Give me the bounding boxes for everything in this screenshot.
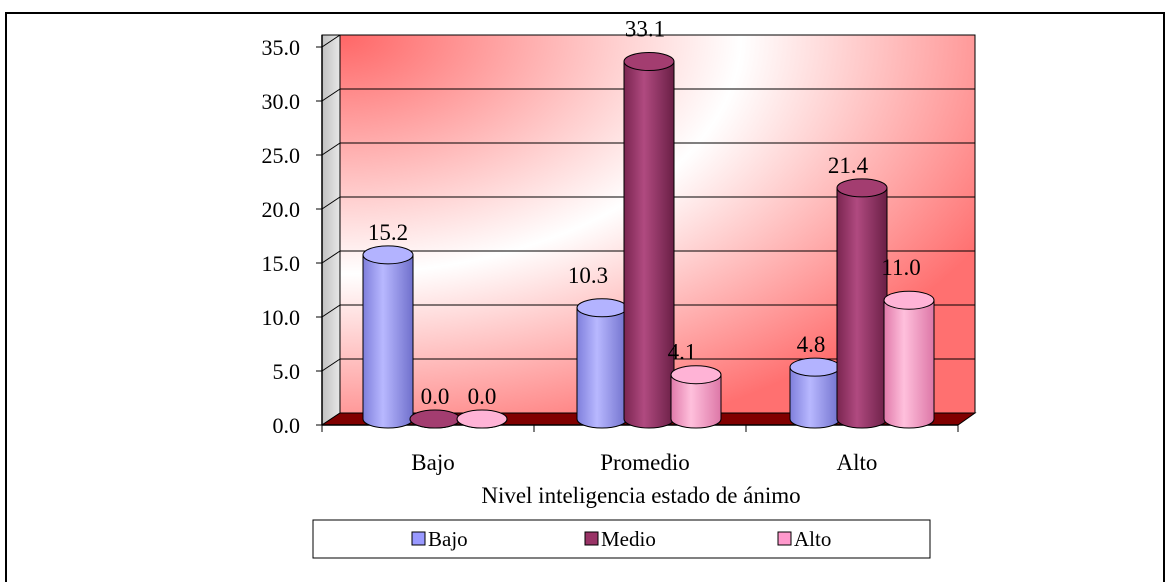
legend-label-medio: Medio xyxy=(601,527,656,551)
y-axis-ticks: 0.0 5.0 10.0 15.0 20.0 25.0 30.0 35.0 xyxy=(262,35,323,438)
y-tick-label: 25.0 xyxy=(262,143,301,168)
legend-swatch-alto xyxy=(778,532,791,545)
y-tick-label: 0.0 xyxy=(273,413,301,438)
bar-body xyxy=(624,62,674,428)
y-tick-label: 15.0 xyxy=(262,251,301,276)
data-label: 0.0 xyxy=(468,384,497,409)
data-label: 4.1 xyxy=(668,340,697,365)
x-category-label: Bajo xyxy=(411,450,454,475)
bar-top xyxy=(624,53,674,71)
y-tick-label: 35.0 xyxy=(262,35,301,60)
bar-body xyxy=(884,300,934,428)
bar-top xyxy=(671,366,721,384)
data-label: 4.8 xyxy=(797,332,826,357)
y-tick-label: 5.0 xyxy=(273,359,301,384)
bar-medio-promedio: 33.1 xyxy=(624,17,674,428)
legend-swatch-medio xyxy=(585,532,598,545)
bar-top xyxy=(577,299,627,317)
bar-body xyxy=(363,255,413,428)
x-category-label: Alto xyxy=(837,450,878,475)
data-label: 10.3 xyxy=(568,263,608,288)
bar-body xyxy=(837,188,887,428)
y-tick-label: 20.0 xyxy=(262,197,301,222)
legend-swatch-bajo xyxy=(412,532,425,545)
y-tick-label: 30.0 xyxy=(262,89,301,114)
legend: Bajo Medio Alto xyxy=(313,520,930,558)
bar-body xyxy=(577,308,627,428)
chart-side-wall xyxy=(322,35,340,425)
data-label: 11.0 xyxy=(881,255,920,280)
bar-top xyxy=(837,179,887,197)
legend-label-alto: Alto xyxy=(794,527,831,551)
x-axis-title: Nivel inteligencia estado de ánimo xyxy=(481,483,800,508)
bar-top xyxy=(410,410,460,428)
data-label: 15.2 xyxy=(368,220,408,245)
bar-top xyxy=(884,291,934,309)
bar-bajo-bajo: 15.2 xyxy=(363,220,413,428)
bar-top xyxy=(363,246,413,264)
data-label: 33.1 xyxy=(625,17,665,42)
bar-medio-alto: 21.4 xyxy=(828,153,887,428)
x-axis-categories: Bajo Promedio Alto xyxy=(322,425,958,475)
bar-top xyxy=(457,410,507,428)
legend-label-bajo: Bajo xyxy=(428,527,468,551)
data-label: 0.0 xyxy=(421,384,450,409)
y-tick-label: 10.0 xyxy=(262,305,301,330)
x-category-label: Promedio xyxy=(600,450,689,475)
bar-top xyxy=(790,358,840,376)
data-label: 21.4 xyxy=(828,153,869,178)
